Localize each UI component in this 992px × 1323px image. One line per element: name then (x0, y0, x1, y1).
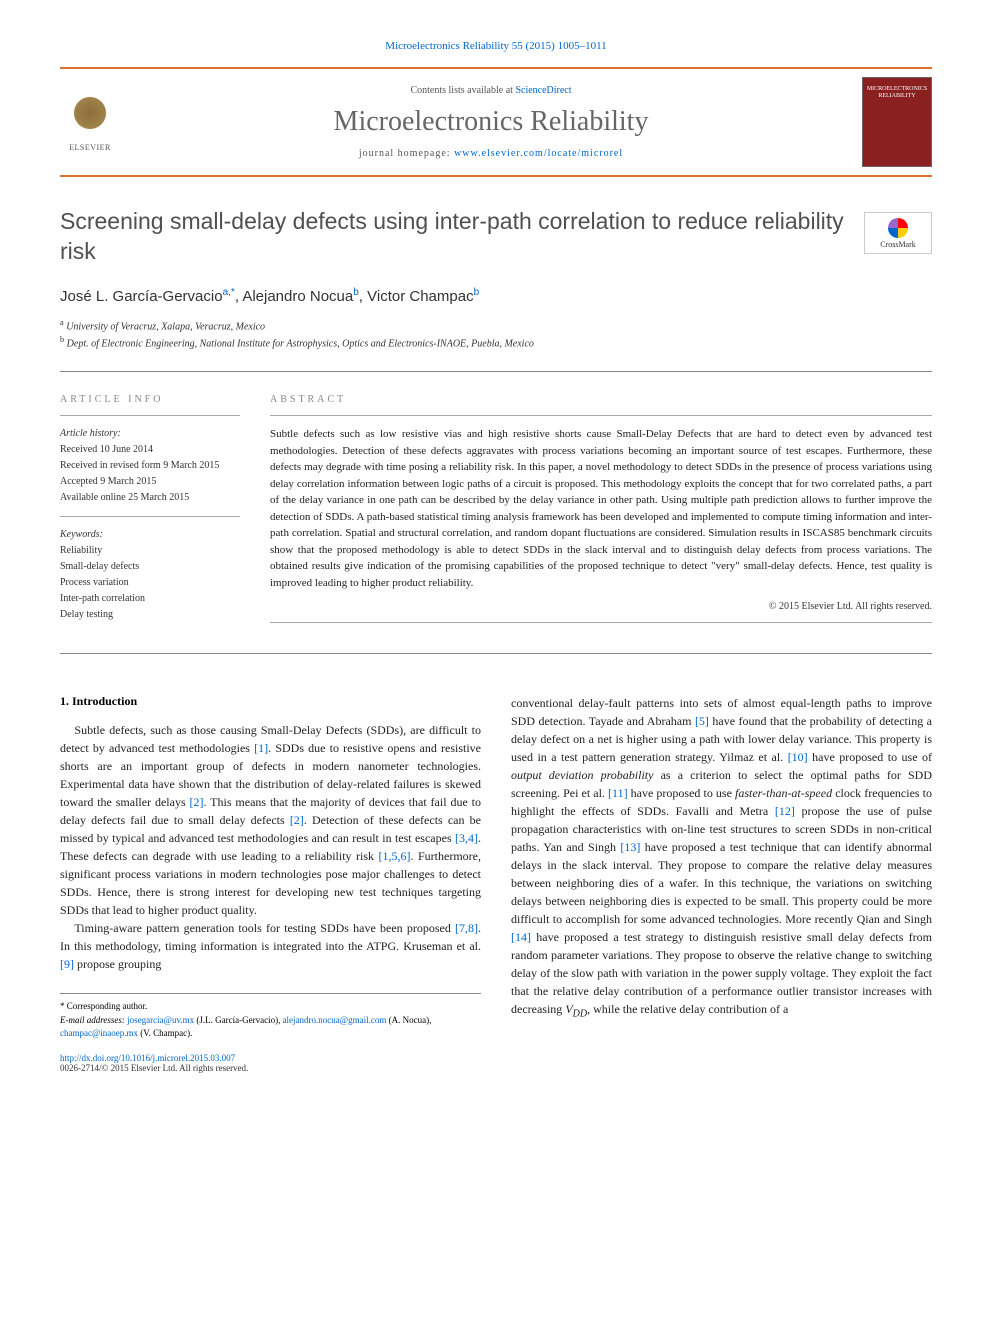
keywords-label: Keywords: (60, 527, 240, 543)
crossmark-icon (888, 218, 908, 238)
history-received: Received 10 June 2014 (60, 442, 240, 458)
citation-link[interactable]: Microelectronics Reliability 55 (2015) 1… (60, 40, 932, 52)
email-link[interactable]: alejandro.nocua@gmail.com (283, 1015, 387, 1025)
journal-homepage-link[interactable]: www.elsevier.com/locate/microrel (454, 148, 623, 159)
affiliations: a University of Veracruz, Xalapa, Veracr… (60, 317, 932, 352)
citation-link[interactable]: [10] (788, 750, 808, 764)
section-heading: 1. Introduction (60, 694, 481, 709)
citation-link[interactable]: [12] (775, 804, 795, 818)
keyword-item: Process variation (60, 575, 240, 591)
body-paragraph: conventional delay-fault patterns into s… (511, 694, 932, 1021)
journal-cover-thumbnail[interactable]: MICROELECTRONICS RELIABILITY (862, 77, 932, 167)
email-link[interactable]: josegarcia@uv.mx (127, 1015, 194, 1025)
citation-link[interactable]: [5] (695, 714, 709, 728)
abstract-text: Subtle defects such as low resistive via… (270, 426, 932, 591)
citation-link[interactable]: [1] (254, 741, 268, 755)
keyword-item: Inter-path correlation (60, 591, 240, 607)
footnotes: * Corresponding author. E-mail addresses… (60, 993, 481, 1041)
citation-link[interactable]: [14] (511, 930, 531, 944)
article-history-label: Article history: (60, 426, 240, 442)
crossmark-badge[interactable]: CrossMark (864, 212, 932, 254)
citation-link[interactable]: [2] (290, 813, 304, 827)
doi-link[interactable]: http://dx.doi.org/10.1016/j.microrel.201… (60, 1053, 235, 1063)
journal-title: Microelectronics Reliability (120, 106, 862, 138)
journal-homepage-line: journal homepage: www.elsevier.com/locat… (120, 148, 862, 159)
author-3[interactable]: Victor Champacb (367, 288, 479, 305)
citation-link[interactable]: [11] (608, 786, 628, 800)
keyword-item: Small-delay defects (60, 559, 240, 575)
body-paragraph: Subtle defects, such as those causing Sm… (60, 721, 481, 973)
keyword-item: Reliability (60, 543, 240, 559)
history-revised: Received in revised form 9 March 2015 (60, 458, 240, 474)
citation-link[interactable]: [3,4] (455, 831, 478, 845)
citation-link[interactable]: [7,8] (455, 921, 478, 935)
abstract-header: ABSTRACT (270, 394, 932, 405)
keyword-item: Delay testing (60, 607, 240, 623)
citation-link[interactable]: [13] (620, 840, 640, 854)
article-title: Screening small-delay defects using inte… (60, 207, 932, 267)
sciencedirect-link[interactable]: ScienceDirect (515, 85, 571, 96)
author-list: José L. García-Gervacioa,*, Alejandro No… (60, 287, 932, 305)
citation-link[interactable]: [2] (190, 795, 204, 809)
journal-header-bar: ELSEVIER Contents lists available at Sci… (60, 67, 932, 177)
citation-link[interactable]: [1,5,6] (379, 849, 411, 863)
elsevier-logo[interactable]: ELSEVIER (60, 87, 120, 157)
history-accepted: Accepted 9 March 2015 (60, 474, 240, 490)
history-online: Available online 25 March 2015 (60, 490, 240, 506)
copyright-line: © 2015 Elsevier Ltd. All rights reserved… (270, 601, 932, 612)
article-info-sidebar: ARTICLE INFO Article history: Received 1… (60, 382, 240, 633)
author-1[interactable]: José L. García-Gervacioa,* (60, 288, 235, 305)
contents-available-line: Contents lists available at ScienceDirec… (120, 85, 862, 96)
email-link[interactable]: champac@inaoep.mx (60, 1028, 138, 1038)
doi-line: http://dx.doi.org/10.1016/j.microrel.201… (60, 1053, 481, 1073)
corresponding-author: * Corresponding author. (60, 1000, 481, 1014)
author-2[interactable]: Alejandro Nocuab (242, 288, 358, 305)
citation-link[interactable]: [9] (60, 957, 74, 971)
